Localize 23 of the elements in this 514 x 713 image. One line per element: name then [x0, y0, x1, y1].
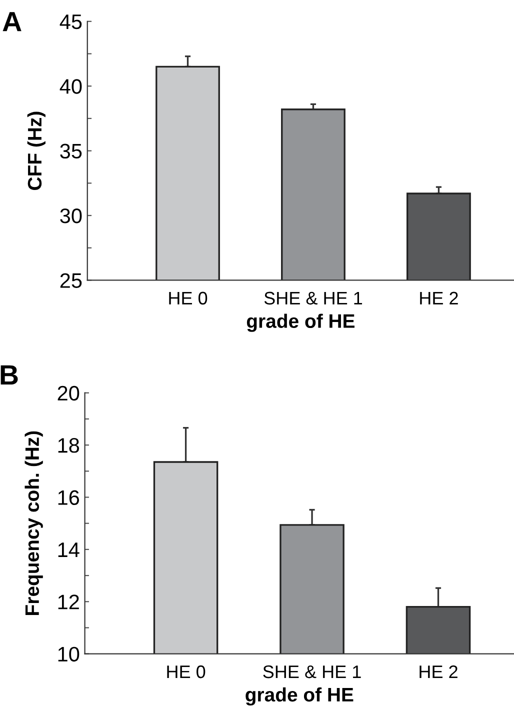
y-tick-label: 20 [58, 386, 80, 401]
y-axis-title: CFF (Hz) [27, 112, 46, 190]
y-tick-label: 30 [60, 208, 82, 224]
x-axis-title: grade of HE [246, 687, 354, 706]
y-tick-label: 16 [58, 490, 80, 505]
y-tick-label: 12 [58, 594, 79, 610]
x-axis-title: grade of HE [246, 314, 354, 332]
x-tick-label: HE 0 [169, 292, 208, 305]
y-tick-label: 40 [60, 79, 82, 94]
x-tick-label: SHE & HE 1 [264, 292, 362, 305]
x-tick-label: HE 0 [167, 665, 206, 678]
x-tick-label: HE 2 [420, 665, 458, 678]
x-tick-label: SHE & HE 1 [263, 665, 361, 678]
y-tick-label: 18 [58, 438, 80, 453]
x-tick-label: HE 2 [420, 292, 458, 304]
chart-title: B [0, 365, 18, 385]
y-tick-label: 14 [58, 542, 80, 557]
y-tick-label: 35 [60, 144, 82, 159]
y-axis-title: Frequency coh. (Hz) [24, 431, 43, 615]
chart-title: A [2, 12, 22, 32]
y-tick-label: 25 [60, 273, 82, 288]
y-tick-label: 45 [60, 14, 82, 30]
y-tick-label: 10 [58, 646, 80, 662]
